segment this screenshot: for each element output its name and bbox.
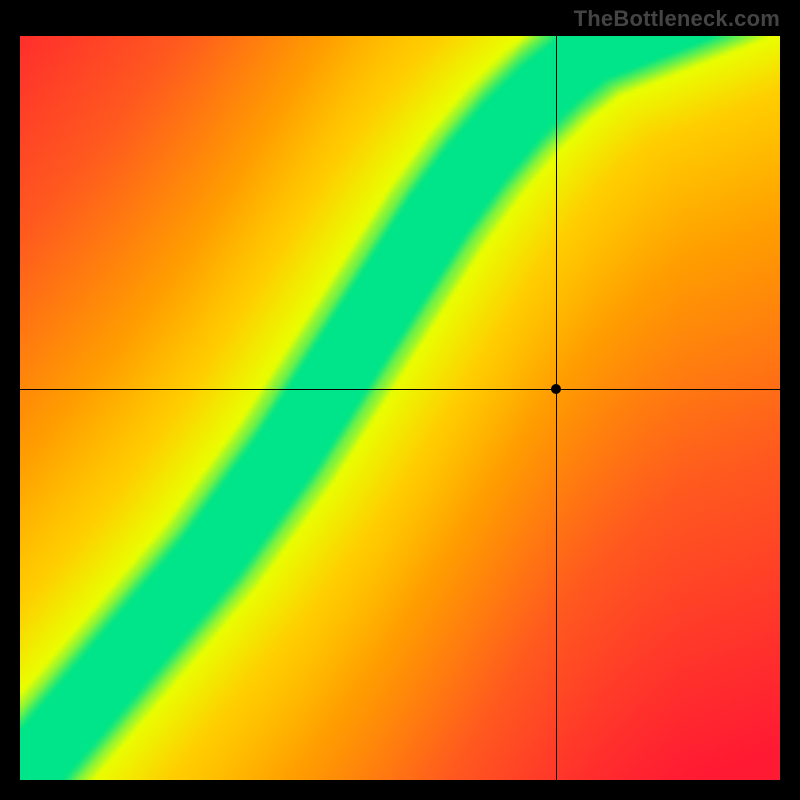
crosshair-vertical: [556, 36, 557, 780]
heatmap-canvas: [20, 36, 780, 780]
crosshair-horizontal: [20, 389, 780, 390]
watermark-text: TheBottleneck.com: [574, 6, 780, 32]
marker-dot: [551, 384, 561, 394]
heatmap-plot: [20, 36, 780, 780]
